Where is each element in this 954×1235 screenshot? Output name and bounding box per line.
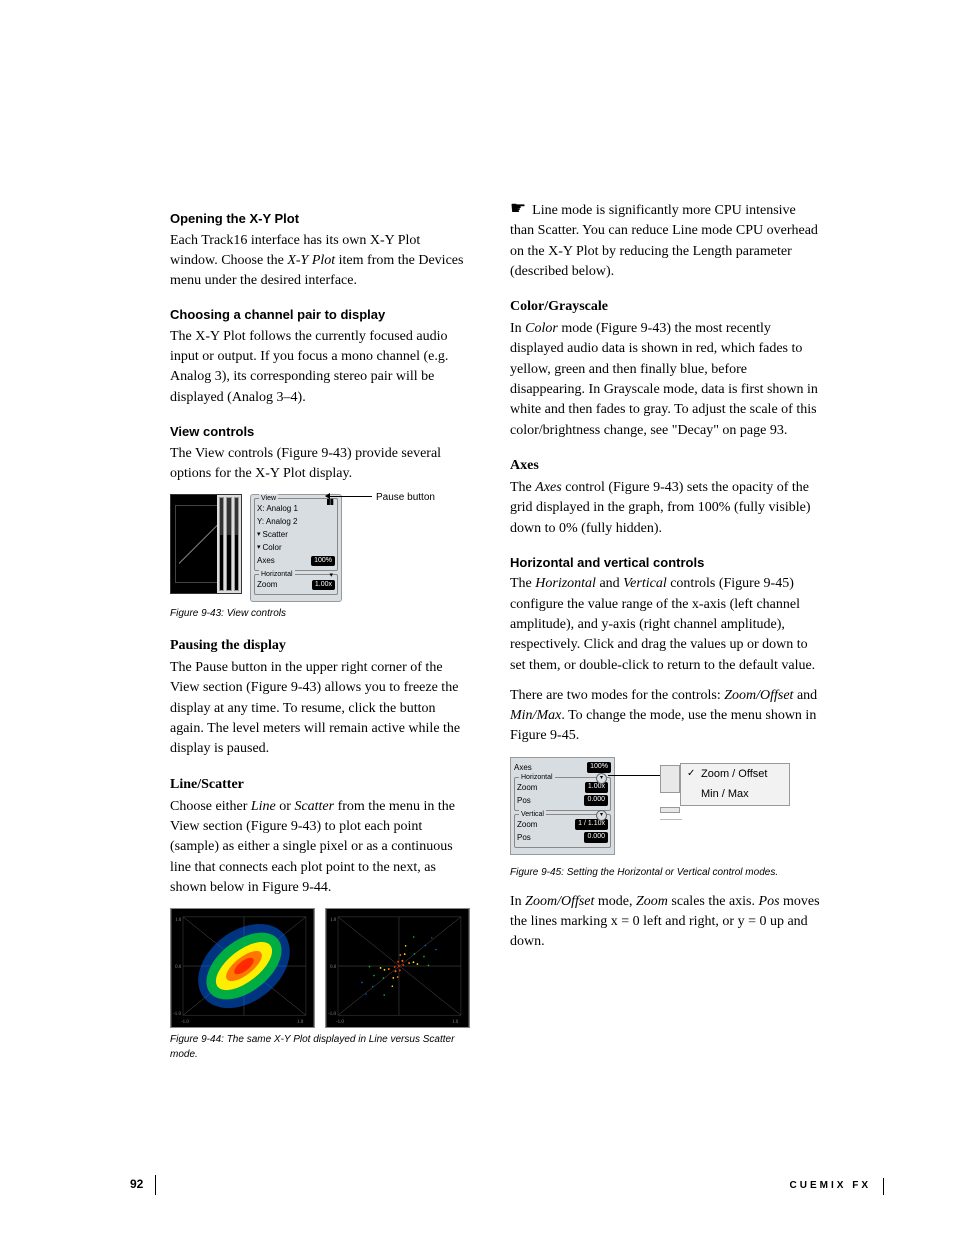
para-cpu-note: ☛Line mode is significantly more CPU int… xyxy=(510,195,820,282)
figure-9-45-caption: Figure 9-45: Setting the Horizontal or V… xyxy=(510,865,820,880)
dropdown-icon: ▾ xyxy=(257,543,261,554)
fig43-view-label: View xyxy=(259,494,278,505)
figure-9-45: Axes100% Horizontal ▾ Zoom1.00x Pos0.000… xyxy=(510,757,820,855)
fig45-h-pos-value[interactable]: 0.000 xyxy=(584,795,608,806)
heading-channel-pair: Choosing a channel pair to display xyxy=(170,305,470,325)
fig43-color-mode[interactable]: Color xyxy=(263,542,282,554)
heading-pausing: Pausing the display xyxy=(170,635,470,656)
para-view-controls: The View controls (Figure 9-43) provide … xyxy=(170,444,470,485)
para-pausing: The Pause button in the upper right corn… xyxy=(170,658,470,759)
fig44-scatter-plot: 1.0 0.0 -1.0 -1.0 1.0 xyxy=(325,908,470,1028)
para-opening-xy: Each Track16 interface has its own X-Y P… xyxy=(170,231,470,292)
svg-text:-1.0: -1.0 xyxy=(336,1020,344,1025)
fig43-horizontal-label: Horizontal xyxy=(259,570,295,581)
fig45-h-zoom-label: Zoom xyxy=(517,782,537,794)
svg-text:-1.0: -1.0 xyxy=(173,1012,181,1017)
dropdown-icon[interactable]: ▾ xyxy=(329,571,333,582)
heading-horiz-vert: Horizontal and vertical controls xyxy=(510,553,820,573)
fig45-mode-menu: ✓ Zoom / Offset Min / Max xyxy=(680,763,790,806)
fig43-axes-label: Axes xyxy=(257,555,275,567)
page-number: 92 xyxy=(130,1175,156,1195)
figure-9-43-caption: Figure 9-43: View controls xyxy=(170,606,470,621)
fig43-zoom-label: Zoom xyxy=(257,579,277,591)
fig45-v-pos-label: Pos xyxy=(517,832,531,844)
fig43-view-panel: View ▮▮ X: Analog 1 Y: Analog 2 ▾Scatter… xyxy=(250,494,342,602)
fig45-h-zoom-value[interactable]: 1.00x xyxy=(585,782,608,793)
para-channel-pair: The X-Y Plot follows the currently focus… xyxy=(170,327,470,408)
para-axes: The Axes control (Figure 9-43) sets the … xyxy=(510,478,820,539)
heading-opening-xy: Opening the X-Y Plot xyxy=(170,209,470,229)
pointer-hand-icon: ☛ xyxy=(510,198,526,218)
fig45-menu-min-max[interactable]: Min / Max xyxy=(681,784,789,805)
fig43-y-channel: Y: Analog 2 xyxy=(257,516,335,528)
svg-text:1.0: 1.0 xyxy=(175,918,182,923)
fig45-v-zoom-label: Zoom xyxy=(517,819,537,831)
svg-text:1.0: 1.0 xyxy=(330,918,337,923)
fig43-scatter-mode[interactable]: Scatter xyxy=(263,529,288,541)
fig45-h-pos-label: Pos xyxy=(517,795,531,807)
footer-title: CUEMIX FX xyxy=(790,1178,884,1195)
fig43-x-channel: X: Analog 1 xyxy=(257,503,335,515)
fig44-line-plot: 1.0 0.0 -1.0 -1.0 1.0 xyxy=(170,908,315,1028)
heading-line-scatter: Line/Scatter xyxy=(170,774,470,795)
figure-9-43: View ▮▮ X: Analog 1 Y: Analog 2 ▾Scatter… xyxy=(170,494,470,602)
dropdown-icon: ▾ xyxy=(257,530,261,541)
svg-text:-1.0: -1.0 xyxy=(328,1012,336,1017)
fig45-horizontal-menu-icon[interactable]: ▾ xyxy=(596,773,607,784)
para-color-grayscale: In Color mode (Figure 9-43) the most rec… xyxy=(510,319,820,441)
heading-color-grayscale: Color/Grayscale xyxy=(510,296,820,317)
fig45-horizontal-label: Horizontal xyxy=(519,773,555,784)
svg-text:-1.0: -1.0 xyxy=(181,1020,189,1025)
svg-text:0.0: 0.0 xyxy=(330,965,337,970)
svg-text:1.0: 1.0 xyxy=(297,1020,304,1025)
heading-view-controls: View controls xyxy=(170,422,470,442)
pause-button-label: Pause button xyxy=(376,490,435,505)
checkmark-icon: ✓ xyxy=(687,766,701,781)
fig43-plot-area xyxy=(170,494,242,594)
fig45-v-zoom-value[interactable]: 1 / 1.10x xyxy=(575,819,608,830)
fig45-menu-zoom-offset[interactable]: ✓ Zoom / Offset xyxy=(681,764,789,785)
figure-9-44-caption: Figure 9-44: The same X-Y Plot displayed… xyxy=(170,1032,470,1062)
fig45-axes-value[interactable]: 100% xyxy=(587,762,611,773)
svg-text:0.0: 0.0 xyxy=(175,965,182,970)
fig45-vertical-label: Vertical xyxy=(519,810,546,821)
heading-axes: Axes xyxy=(510,455,820,476)
para-two-modes: There are two modes for the controls: Zo… xyxy=(510,686,820,747)
fig43-axes-value[interactable]: 100% xyxy=(311,556,335,567)
fig45-v-pos-value[interactable]: 0.000 xyxy=(584,832,608,843)
para-zoom-offset-mode: In Zoom/Offset mode, Zoom scales the axi… xyxy=(510,892,820,953)
figure-9-44: 1.0 0.0 -1.0 -1.0 1.0 xyxy=(170,908,470,1028)
para-line-scatter: Choose either Line or Scatter from the m… xyxy=(170,797,470,898)
para-horiz-vert: The Horizontal and Vertical controls (Fi… xyxy=(510,574,820,675)
fig45-vertical-menu-icon[interactable]: ▾ xyxy=(596,810,607,821)
fig45-controls-panel: Axes100% Horizontal ▾ Zoom1.00x Pos0.000… xyxy=(510,757,615,855)
svg-text:1.0: 1.0 xyxy=(452,1020,459,1025)
